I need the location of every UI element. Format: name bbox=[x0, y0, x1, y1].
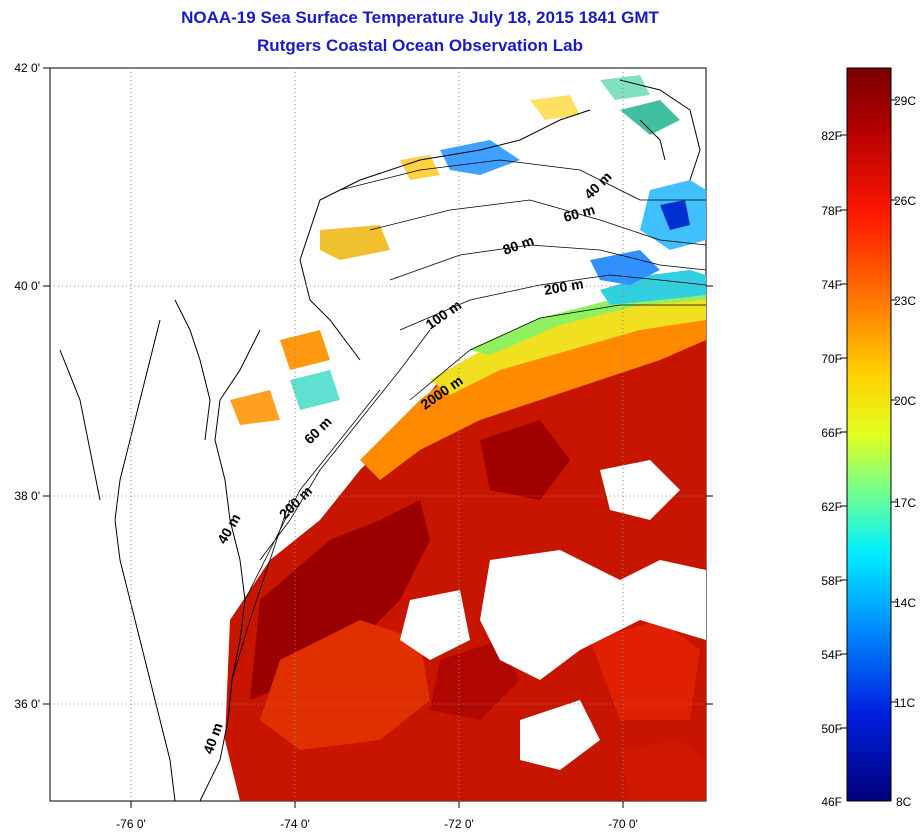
colorbar-c-label: 14C bbox=[894, 596, 916, 610]
colorbar-f-label: 62F bbox=[821, 500, 842, 514]
lon-tick-label: -70 0' bbox=[608, 817, 638, 831]
colorbar-f-label: 74F bbox=[821, 278, 842, 292]
colorbar-c-label: 29C bbox=[894, 94, 916, 108]
depth-label: 200 m bbox=[543, 275, 585, 298]
lat-tick-label: 38 0' bbox=[14, 489, 40, 503]
sst-imagery bbox=[225, 75, 706, 801]
colorbar-f-label: 50F bbox=[821, 722, 842, 736]
colorbar-c-label: 20C bbox=[894, 394, 916, 408]
axis-ticks bbox=[43, 67, 713, 808]
depth-contours bbox=[231, 159, 706, 681]
lon-tick-label: -76 0' bbox=[116, 817, 146, 831]
colorbar-f-label: 54F bbox=[821, 648, 842, 662]
map-subtitle: Rutgers Coastal Ocean Observation Lab bbox=[257, 36, 583, 55]
lat-tick-label: 36 0' bbox=[14, 697, 40, 711]
map-title: NOAA-19 Sea Surface Temperature July 18,… bbox=[181, 8, 659, 27]
colorbar-f-label: 46F bbox=[821, 795, 842, 809]
colorbar bbox=[846, 67, 892, 802]
colorbar-c-label: 23C bbox=[894, 294, 916, 308]
colorbar-f-label: 66F bbox=[821, 426, 842, 440]
colorbar-c-label: 11C bbox=[894, 696, 915, 710]
colorbar-f-label: 70F bbox=[821, 352, 842, 366]
lon-tick-label: -74 0' bbox=[280, 817, 310, 831]
colorbar-c-label: 8C bbox=[896, 795, 912, 809]
colorbar-f-label: 78F bbox=[821, 204, 842, 218]
colorbar-f-label: 82F bbox=[821, 129, 842, 143]
colorbar-f-label: 58F bbox=[821, 574, 842, 588]
coastline bbox=[59, 79, 701, 801]
lat-tick-label: 42 0' bbox=[14, 61, 40, 75]
colorbar-ticks bbox=[840, 99, 897, 729]
depth-label: 60 m bbox=[562, 201, 597, 225]
colorbar-c-label: 17C bbox=[894, 496, 916, 510]
slope-water-band bbox=[360, 295, 706, 480]
graticule bbox=[50, 68, 706, 801]
hot-core-region bbox=[250, 500, 430, 700]
colorbar-c-label: 26C bbox=[894, 194, 916, 208]
lat-tick-label: 40 0' bbox=[14, 279, 40, 293]
lon-tick-label: -72 0' bbox=[444, 817, 474, 831]
